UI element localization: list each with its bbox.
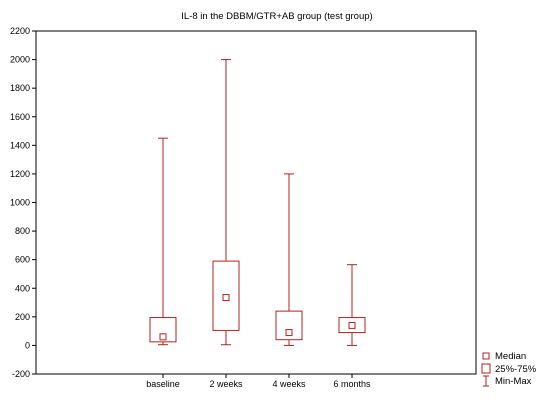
x-tick-label: 6 months (333, 379, 371, 389)
box-4-weeks (275, 173, 303, 346)
y-tick-label: 2000 (10, 55, 30, 65)
iqr-box (275, 310, 303, 341)
box-6-months (338, 264, 366, 346)
box-baseline (149, 137, 177, 346)
y-tick-label: 1200 (10, 169, 30, 179)
iqr-box (338, 317, 366, 334)
legend-minmax-label: Min-Max (495, 376, 532, 387)
legend-box-marker (481, 363, 491, 374)
x-tick-label: baseline (146, 379, 180, 389)
median-marker (159, 333, 167, 341)
y-tick-label: 800 (15, 226, 30, 236)
y-tick-label: 1800 (10, 83, 30, 93)
legend-box-label: 25%-75% (495, 364, 537, 375)
median-marker (348, 321, 356, 329)
y-tick-label: 1400 (10, 140, 30, 150)
y-tick-label: 2200 (10, 26, 30, 36)
chart-title: IL-8 in the DBBM/GTR+AB group (test grou… (181, 11, 372, 22)
plot-frame (35, 30, 477, 375)
iqr-box (149, 317, 177, 343)
median-marker (285, 329, 293, 337)
y-tick-label: 600 (15, 255, 30, 265)
y-tick-label: 1000 (10, 198, 30, 208)
y-tick-label: -200 (12, 369, 30, 379)
y-tick-label: 400 (15, 283, 30, 293)
y-axis: -200 0 200 400 600 800 1000 1200 1400 1600 1800 200… (10, 26, 36, 379)
iqr-box (212, 260, 240, 331)
box-2-weeks (212, 59, 240, 346)
x-tick-label: 2 weeks (209, 379, 243, 389)
boxes (149, 59, 366, 346)
y-tick-label: 0 (25, 340, 30, 350)
legend: Median 25%-75%Min-Max (481, 351, 537, 387)
legend-median-label: Median (495, 351, 526, 362)
legend-median-marker (482, 352, 490, 360)
x-axis: baseline 2 weeks 4 weeks 6 months (146, 374, 371, 389)
y-tick-label: 1600 (10, 112, 30, 122)
median-marker (222, 294, 230, 302)
x-tick-label: 4 weeks (272, 379, 306, 389)
y-tick-label: 200 (15, 312, 30, 322)
